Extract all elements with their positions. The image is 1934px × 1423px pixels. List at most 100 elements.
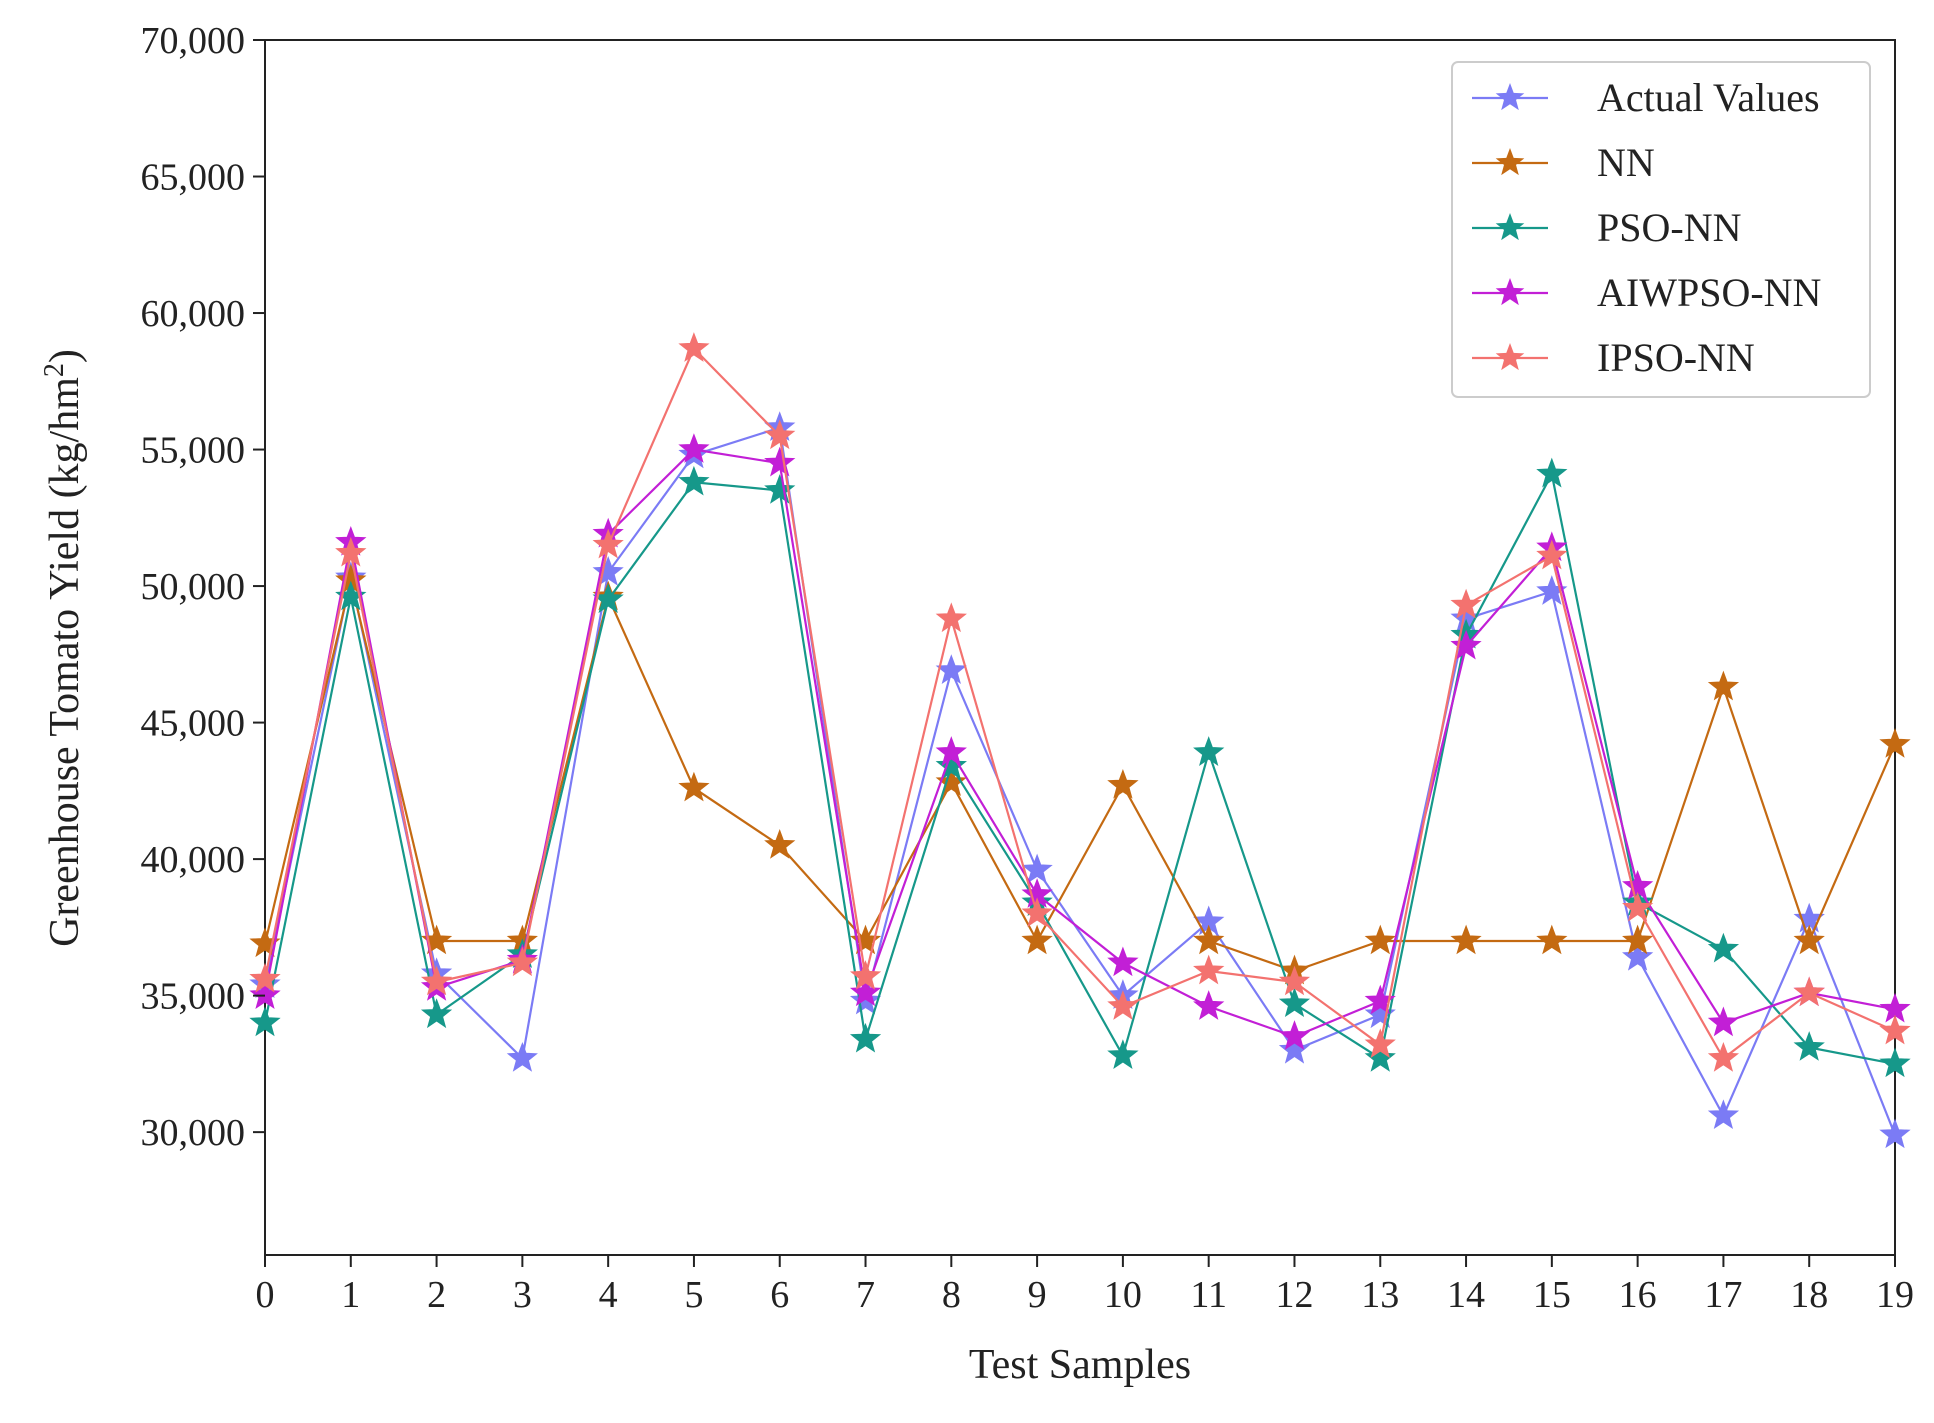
y-tick-label: 55,000	[141, 430, 246, 472]
data-point-actual-values	[1278, 1033, 1311, 1064]
y-tick-label: 45,000	[141, 703, 246, 745]
data-point-ipso-nn	[1879, 1014, 1911, 1045]
data-point-aiwpso-nn	[1707, 1006, 1740, 1037]
data-point-aiwpso-nn	[1450, 629, 1482, 660]
data-point-actual-values	[1622, 940, 1654, 971]
x-tick-label: 14	[1447, 1274, 1485, 1316]
data-point-pso-nn	[678, 465, 710, 496]
x-tick-label: 18	[1790, 1274, 1828, 1316]
data-point-pso-nn	[764, 474, 796, 504]
y-tick-label: 65,000	[141, 157, 246, 199]
y-tick-label: 30,000	[141, 1112, 246, 1154]
data-point-aiwpso-nn	[1364, 984, 1396, 1015]
data-point-ipso-nn	[764, 419, 796, 450]
legend-label: Actual Values	[1597, 75, 1820, 120]
data-point-nn	[1879, 727, 1911, 758]
legend-swatch-marker	[1495, 343, 1525, 371]
x-tick-label: 6	[770, 1274, 789, 1316]
x-tick-label: 15	[1533, 1274, 1571, 1316]
data-point-pso-nn	[849, 1022, 882, 1053]
legend-frame	[1451, 61, 1871, 398]
data-point-pso-nn	[935, 749, 967, 780]
legend-swatch-marker	[1495, 278, 1525, 306]
data-point-ipso-nn	[1622, 891, 1654, 922]
y-axis-title-sup: 2	[39, 363, 70, 377]
data-point-ipso-nn	[849, 960, 882, 990]
legend: Actual Values NN PSO-NN AIWPSO-NN IPSO-NN	[1451, 61, 1871, 398]
legend-entry-pso-nn: PSO-NN	[1472, 205, 1741, 250]
x-tick-label: 3	[513, 1274, 532, 1316]
x-tick-label: 16	[1619, 1274, 1657, 1316]
legend-label: AIWPSO-NN	[1597, 270, 1821, 315]
data-point-nn	[1364, 924, 1396, 955]
data-point-pso-nn	[1879, 1047, 1911, 1078]
data-point-nn	[1021, 924, 1053, 955]
data-point-ipso-nn	[420, 965, 453, 996]
data-point-pso-nn	[249, 1006, 281, 1037]
data-point-ipso-nn	[506, 946, 538, 977]
y-tick-label: 35,000	[141, 976, 246, 1018]
data-point-ipso-nn	[678, 332, 710, 362]
data-point-aiwpso-nn	[849, 976, 882, 1007]
data-point-nn	[678, 771, 710, 802]
data-point-actual-values	[1021, 853, 1053, 884]
series-line-ipso-nn	[263, 346, 1896, 1061]
data-point-pso-nn	[1107, 1039, 1139, 1069]
x-tick-label: 4	[599, 1274, 618, 1316]
data-point-aiwpso-nn	[1107, 946, 1139, 977]
data-point-ipso-nn	[1278, 965, 1311, 996]
legend-swatch-marker	[1495, 148, 1525, 176]
data-point-aiwpso-nn	[678, 433, 710, 463]
data-point-actual-values	[1879, 1118, 1911, 1149]
legend-label: NN	[1597, 140, 1655, 185]
legend-swatch-marker	[1495, 213, 1525, 241]
data-point-ipso-nn	[249, 962, 281, 993]
y-tick-label: 60,000	[141, 293, 246, 335]
data-point-pso-nn	[1193, 736, 1225, 766]
data-point-actual-values	[506, 1041, 538, 1072]
data-point-aiwpso-nn	[1193, 990, 1225, 1020]
x-tick-label: 10	[1104, 1274, 1142, 1316]
data-point-nn	[1536, 924, 1568, 955]
x-axis-title: Test Samples	[969, 1342, 1191, 1388]
legend-entry-actual-values: Actual Values	[1472, 75, 1820, 120]
data-point-pso-nn	[1364, 1041, 1396, 1072]
x-tick-label: 8	[942, 1274, 961, 1316]
data-point-pso-nn	[420, 998, 453, 1029]
x-tick-label: 12	[1275, 1274, 1313, 1316]
x-tick-label: 5	[684, 1274, 703, 1316]
data-point-nn	[1450, 924, 1482, 955]
data-point-nn	[764, 828, 796, 859]
data-point-ipso-nn	[1793, 976, 1825, 1007]
x-tick-label: 9	[1028, 1274, 1047, 1316]
y-tick-label: 70,000	[141, 20, 246, 62]
data-point-nn	[1193, 924, 1225, 955]
data-point-ipso-nn	[1364, 1028, 1396, 1059]
y-tick-label: 50,000	[141, 566, 246, 608]
data-point-actual-values	[1707, 1099, 1740, 1130]
data-point-nn	[1622, 924, 1654, 955]
data-point-pso-nn	[1278, 987, 1311, 1018]
data-point-ipso-nn	[1536, 539, 1568, 570]
data-point-ipso-nn	[1193, 954, 1225, 985]
legend-entry-ipso-nn: IPSO-NN	[1472, 335, 1755, 380]
data-point-ipso-nn	[1450, 588, 1482, 619]
data-point-ipso-nn	[1707, 1041, 1740, 1072]
legend-entry-aiwpso-nn: AIWPSO-NN	[1472, 270, 1821, 315]
x-tick-label: 7	[856, 1274, 875, 1316]
data-point-ipso-nn	[1107, 990, 1139, 1020]
data-point-nn	[935, 766, 967, 796]
data-point-ipso-nn	[592, 528, 624, 559]
data-point-aiwpso-nn	[249, 979, 281, 1009]
data-point-aiwpso-nn	[935, 736, 967, 766]
data-point-nn	[1793, 924, 1825, 955]
data-point-ipso-nn	[935, 602, 967, 633]
series-ipso-nn	[249, 332, 1911, 1072]
x-tick-label: 0	[256, 1274, 275, 1316]
data-point-pso-nn	[1793, 1031, 1825, 1061]
data-point-pso-nn	[1707, 932, 1740, 963]
data-point-ipso-nn	[1021, 897, 1053, 927]
legend-label: PSO-NN	[1597, 205, 1741, 250]
series-line-actual-values	[263, 426, 1897, 1136]
